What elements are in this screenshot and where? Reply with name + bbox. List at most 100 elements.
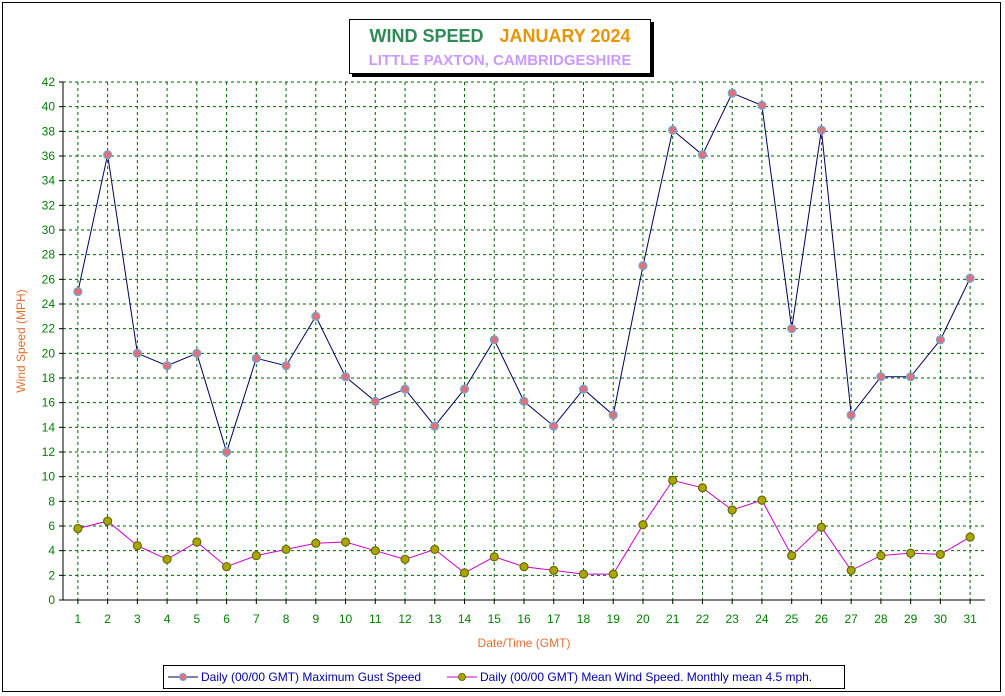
data-point-mean — [400, 554, 410, 564]
chart-title-box: WIND SPEED JANUARY 2024 LITTLE PAXTON, CA… — [349, 19, 651, 74]
chart-subtitle: LITTLE PAXTON, CAMBRIDGESHIRE — [368, 52, 632, 69]
data-point-mean — [906, 548, 916, 558]
x-tick-label: 11 — [369, 612, 382, 626]
title-main: WIND SPEED — [369, 26, 484, 46]
x-tick-label: 5 — [193, 612, 200, 626]
data-point-mean — [787, 550, 797, 561]
y-tick-label: 32 — [42, 198, 56, 212]
data-point-gust — [73, 287, 83, 297]
data-point-gust — [787, 324, 797, 334]
data-point-gust — [221, 447, 232, 457]
data-point-gust — [846, 410, 856, 420]
y-axis-title: Wind Speed (MPH) — [14, 289, 28, 392]
legend-label-mean: Daily (00/00 GMT) Mean Wind Speed. Month… — [480, 670, 813, 684]
legend-symbol-gust — [168, 673, 198, 681]
x-tick-label: 30 — [934, 612, 948, 626]
data-point-gust — [162, 361, 172, 371]
data-point-mean — [221, 562, 232, 572]
data-point-gust — [251, 353, 261, 363]
data-point-mean — [816, 522, 827, 532]
data-point-mean — [697, 483, 708, 493]
chart-legend: Daily (00/00 GMT) Maximum Gust Speed Dai… — [163, 665, 845, 689]
y-tick-label: 34 — [42, 174, 56, 188]
data-point-gust — [311, 311, 321, 321]
data-point-mean — [103, 516, 113, 526]
data-point-gust — [340, 372, 351, 382]
data-point-gust — [697, 150, 708, 160]
x-tick-label: 29 — [904, 612, 918, 626]
data-point-mean — [370, 546, 380, 556]
x-tick-label: 19 — [607, 612, 621, 626]
data-point-mean — [935, 549, 945, 559]
data-point-gust — [965, 273, 975, 283]
data-point-mean — [876, 550, 886, 561]
y-tick-label: 28 — [42, 248, 56, 262]
data-point-gust — [876, 372, 886, 382]
y-tick-label: 6 — [48, 519, 55, 533]
x-tick-label: 15 — [488, 612, 502, 626]
x-tick-label: 17 — [547, 612, 561, 626]
data-point-mean — [965, 532, 975, 542]
x-tick-label: 16 — [517, 612, 531, 626]
data-point-gust — [757, 100, 767, 111]
x-tick-label: 4 — [164, 612, 171, 626]
data-point-gust — [578, 384, 589, 394]
x-tick-label: 24 — [755, 612, 769, 626]
y-tick-label: 24 — [42, 297, 56, 311]
data-point-mean — [430, 544, 440, 555]
x-tick-label: 8 — [283, 612, 290, 626]
y-tick-label: 2 — [48, 568, 55, 582]
y-tick-label: 4 — [48, 544, 55, 558]
data-point-mean — [846, 565, 856, 576]
y-tick-label: 14 — [42, 420, 56, 434]
data-point-gust — [935, 335, 945, 345]
x-tick-label: 3 — [134, 612, 141, 626]
data-point-gust — [132, 348, 142, 358]
data-point-mean — [281, 544, 291, 555]
x-tick-label: 2 — [104, 612, 111, 626]
y-tick-label: 8 — [48, 494, 55, 508]
data-point-mean — [608, 569, 618, 579]
data-point-mean — [340, 537, 351, 547]
y-tick-label: 38 — [42, 124, 56, 138]
chart-title: WIND SPEED JANUARY 2024 — [350, 26, 650, 47]
x-tick-label: 12 — [398, 612, 412, 626]
x-tick-label: 31 — [963, 612, 977, 626]
data-point-gust — [668, 125, 678, 135]
data-point-gust — [727, 88, 737, 98]
data-point-gust — [281, 361, 291, 371]
x-tick-label: 21 — [666, 612, 680, 626]
data-point-mean — [519, 562, 529, 572]
x-tick-label: 6 — [223, 612, 230, 626]
data-point-mean — [668, 475, 678, 485]
x-tick-label: 18 — [577, 612, 591, 626]
data-point-mean — [73, 523, 83, 534]
x-tick-label: 22 — [696, 612, 710, 626]
x-tick-label: 7 — [253, 612, 260, 626]
y-tick-label: 18 — [42, 371, 56, 385]
y-tick-label: 26 — [42, 272, 56, 286]
data-point-gust — [549, 421, 559, 431]
legend-symbol-mean — [447, 673, 477, 681]
y-tick-label: 12 — [42, 445, 56, 459]
data-point-gust — [400, 384, 410, 394]
data-point-gust — [638, 261, 648, 271]
x-tick-label: 26 — [815, 612, 829, 626]
data-point-gust — [430, 421, 440, 431]
y-tick-label: 22 — [42, 322, 56, 336]
data-point-mean — [459, 568, 470, 578]
data-point-gust — [519, 396, 529, 407]
y-tick-label: 40 — [42, 100, 56, 114]
data-point-gust — [192, 348, 202, 358]
x-tick-label: 23 — [726, 612, 740, 626]
data-point-mean — [549, 565, 559, 576]
x-axis-title: Date/Time (GMT) — [478, 636, 571, 650]
data-point-gust — [370, 396, 380, 407]
data-point-gust — [489, 335, 499, 345]
data-point-mean — [727, 505, 737, 515]
data-point-mean — [489, 552, 499, 562]
data-point-mean — [162, 554, 172, 564]
y-tick-label: 20 — [42, 346, 56, 360]
